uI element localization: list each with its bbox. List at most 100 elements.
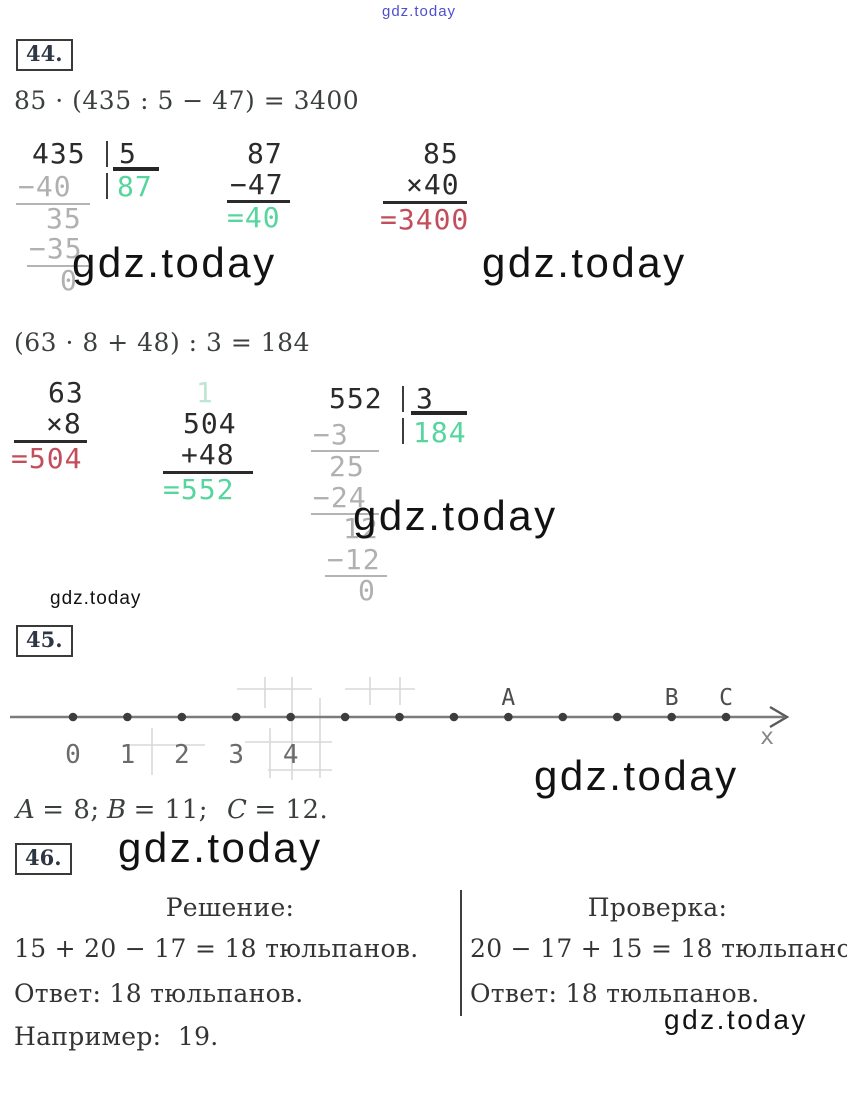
numberline-dot — [558, 712, 568, 722]
division2-quotient: 184 — [413, 416, 467, 449]
division2-step: 12 — [343, 512, 379, 545]
division-underline — [411, 411, 467, 415]
site-watermark: gdz.today — [353, 492, 558, 539]
division2-step: −24 — [313, 481, 367, 514]
addition-top: 504 — [183, 407, 237, 440]
addition-underline — [163, 471, 253, 474]
check-answer: Ответ: 18 тюльпанов. — [470, 979, 760, 1008]
division2-step: 25 — [329, 450, 365, 483]
tick-label: 0 — [65, 740, 81, 770]
division-bar — [106, 141, 108, 167]
multiplication-top: 85 — [423, 137, 459, 170]
number-line: 0 1 2 3 4 A B Cx — [10, 677, 790, 780]
site-watermark: gdz.today — [664, 1004, 808, 1035]
addition-result: =552 — [163, 473, 235, 506]
check-title: Проверка: — [587, 893, 728, 922]
site-watermark: gdz.today — [72, 239, 277, 286]
multiplication-op: ×40 — [406, 168, 460, 201]
result-A: A = 8; — [16, 795, 100, 825]
multiplication-underline — [383, 201, 467, 204]
subtraction-op: −47 — [230, 168, 284, 201]
numberline-dot — [340, 712, 350, 722]
numberline-dot — [177, 712, 187, 722]
multiplication2-top: 63 — [48, 376, 84, 409]
multiplication2-result: =504 — [11, 442, 83, 475]
column-divider — [460, 890, 462, 1016]
equation-44b: (63 · 8 + 48) : 3 = 184 — [14, 328, 310, 357]
division-dividend: 435 — [32, 137, 86, 170]
point-label-A: A — [501, 685, 515, 711]
result-var: B — [107, 795, 127, 825]
subtraction-result: =40 — [227, 201, 281, 234]
step-underline — [27, 265, 91, 267]
numberline-dot — [286, 712, 295, 722]
solution-answer: Ответ: 18 тюльпанов. — [14, 979, 304, 1008]
subtraction-underline — [227, 200, 290, 203]
addition-op: +48 — [181, 438, 235, 471]
division-step: −40 — [18, 170, 72, 203]
result-value: = 8; — [42, 795, 100, 825]
division-bar — [402, 386, 404, 412]
numberline-dot — [504, 712, 513, 722]
step-underline — [311, 450, 379, 452]
step-underline — [16, 203, 90, 205]
numberline-dot — [667, 712, 676, 722]
division-underline — [113, 167, 159, 171]
division-quotient: 87 — [117, 170, 153, 203]
tick-label: 1 — [120, 740, 136, 770]
result-B: B = 11; — [107, 795, 208, 825]
division-bar — [106, 173, 108, 199]
site-watermark-header: gdz.today — [382, 3, 457, 20]
site-watermark-small: gdz.today — [50, 588, 142, 609]
result-C: C = 12. — [227, 795, 328, 825]
division2-step: −12 — [327, 543, 381, 576]
numberline-dot — [721, 712, 731, 722]
axis-label: x — [760, 724, 774, 750]
solution-title: Решение: — [165, 893, 295, 922]
solution-example: Например: 19. — [14, 1022, 219, 1051]
site-watermark: gdz.today — [534, 752, 739, 799]
addition-carry: 1 — [196, 376, 214, 409]
numberline-dot — [123, 712, 132, 722]
tick-label: 4 — [283, 740, 299, 770]
multiplication2-op: ×8 — [46, 407, 82, 440]
result-var: C — [227, 795, 248, 825]
multiplication-result: =3400 — [380, 203, 470, 236]
numberline-dot — [231, 712, 241, 722]
axis-arrow — [769, 705, 790, 729]
division2-dividend: 552 — [329, 382, 383, 415]
numberline-dot — [68, 712, 78, 722]
solution-equation: 15 + 20 − 17 = 18 тюльпанов. — [14, 934, 419, 963]
result-value: = 12. — [254, 795, 329, 825]
site-watermark: gdz.today — [482, 239, 687, 286]
problem-number-46: 46. — [15, 843, 72, 875]
division2-divisor: 3 — [416, 382, 434, 415]
equation-44: 85 · (435 : 5 − 47) = 3400 — [14, 86, 360, 115]
division-step: −35 — [29, 232, 83, 265]
problem-number-45: 45. — [16, 625, 73, 657]
subtraction-top: 87 — [247, 137, 283, 170]
numberline-dot — [395, 712, 404, 722]
division2-remainder: 0 — [358, 574, 376, 607]
grid-artifacts — [130, 677, 415, 780]
numberline-dot — [449, 712, 459, 722]
point-label-C: C — [719, 685, 733, 711]
division-divisor: 5 — [119, 137, 137, 170]
division-step: 35 — [46, 202, 82, 235]
step-underline — [311, 513, 379, 515]
result-var: A — [16, 795, 36, 825]
check-equation: 20 − 17 + 15 = 18 тюльпанов. — [470, 934, 847, 963]
numberline-dot — [612, 712, 622, 722]
multiplication2-underline — [14, 440, 87, 443]
tick-label: 2 — [174, 740, 190, 770]
division-bar — [402, 418, 404, 444]
result-value: = 11; — [133, 795, 209, 825]
division-remainder: 0 — [60, 264, 78, 297]
tick-label: 3 — [228, 740, 244, 770]
division2-step: −3 — [313, 418, 349, 451]
step-underline — [325, 575, 387, 577]
point-label-B: B — [665, 685, 679, 711]
site-watermark: gdz.today — [118, 824, 323, 871]
problem-number-44: 44. — [16, 39, 73, 71]
